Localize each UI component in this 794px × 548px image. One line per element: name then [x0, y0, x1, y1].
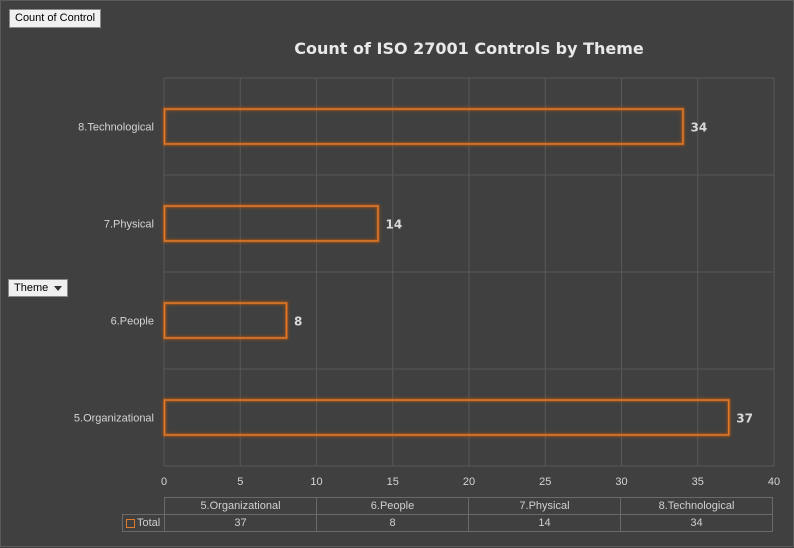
x-tick-label: 5 [237, 476, 243, 488]
row-field-label: Theme [14, 281, 49, 294]
data-label: 14 [386, 218, 403, 232]
data-table-cell: 37 [164, 514, 317, 532]
data-table-header: 8.Technological [620, 497, 773, 515]
x-tick-label: 35 [692, 476, 704, 488]
bar-glow [163, 204, 380, 243]
x-tick-label: 10 [310, 476, 322, 488]
chart-title: Count of ISO 27001 Controls by Theme [294, 39, 644, 58]
data-table-row-header: Total [122, 514, 165, 532]
data-table-cell: 14 [468, 514, 621, 532]
data-table-cell: 34 [620, 514, 773, 532]
data-label: 34 [691, 121, 708, 135]
bar-glow [163, 107, 685, 146]
bars [163, 107, 731, 437]
x-tick-label: 30 [615, 476, 627, 488]
data-table-header-row: 5.Organizational 6.People 7.Physical 8.T… [123, 497, 773, 515]
category-label: 7.Physical [104, 219, 154, 231]
bar-5.Organizational[interactable] [163, 399, 730, 436]
category-label: 8.Technological [78, 122, 154, 134]
bar-8.Technological[interactable] [163, 108, 684, 145]
x-tick-label: 40 [768, 476, 780, 488]
x-tick-label: 20 [463, 476, 475, 488]
data-label: 37 [736, 412, 753, 426]
bar-7.Physical[interactable] [163, 205, 379, 242]
data-label: 8 [294, 315, 302, 329]
x-tick-label: 0 [161, 476, 167, 488]
bar-6.People[interactable] [163, 302, 288, 339]
value-field-button[interactable]: Count of Control [9, 9, 102, 28]
category-label: 6.People [111, 316, 154, 328]
data-table-row: Total 37 8 14 34 [122, 514, 773, 532]
labels: 0 5 10 15 20 25 30 35 40 5.Organizational 37 6.Peop… [74, 121, 780, 489]
data-table-cell: 8 [316, 514, 469, 532]
x-tick-label: 15 [387, 476, 399, 488]
bar-glow [163, 398, 731, 437]
dropdown-arrow-icon[interactable] [54, 285, 63, 291]
bar-glow [163, 301, 288, 340]
x-tick-label: 25 [539, 476, 551, 488]
data-table-row-label: Total [137, 517, 161, 529]
data-table-header: 6.People [316, 497, 469, 515]
row-field-button[interactable]: Theme [8, 279, 69, 297]
data-table-corner [123, 498, 165, 515]
category-label: 5.Organizational [74, 413, 154, 425]
data-table-header: 7.Physical [468, 497, 621, 515]
data-table-header: 5.Organizational [164, 497, 317, 515]
data-table: 5.Organizational 6.People 7.Physical 8.T… [122, 497, 773, 532]
legend-key-icon [126, 518, 135, 528]
